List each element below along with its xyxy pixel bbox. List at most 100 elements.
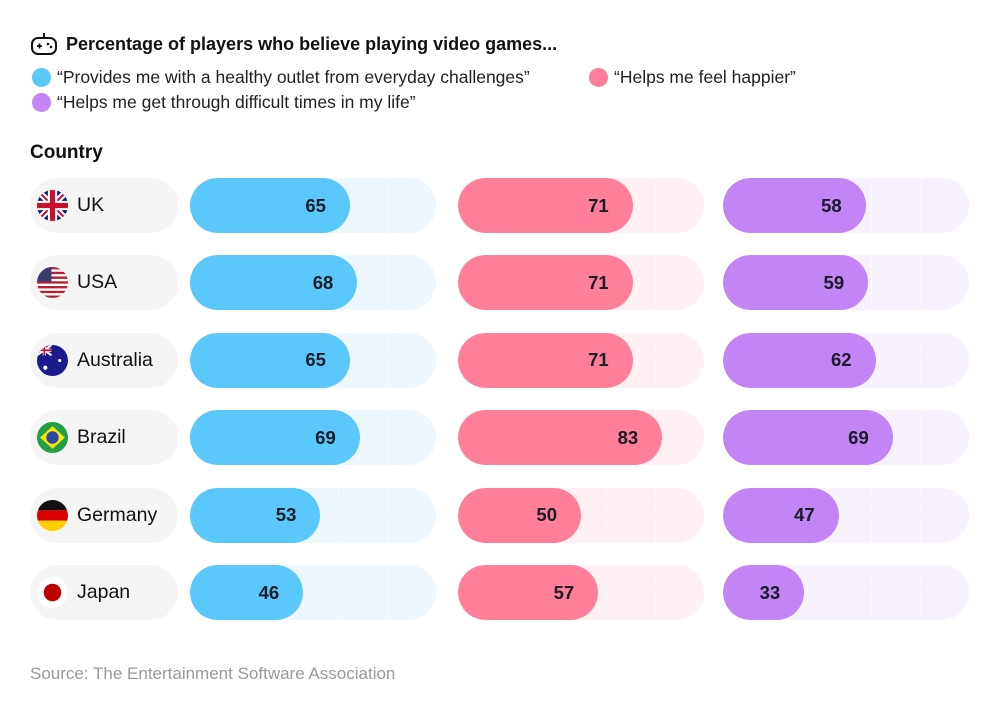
gridline xyxy=(654,255,656,311)
bar-track: 69 xyxy=(723,410,969,466)
chart-title-text: Percentage of players who believe playin… xyxy=(66,33,558,54)
legend-swatch xyxy=(32,68,51,87)
legend-item-difficult-times: “Helps me get through difficult times in… xyxy=(32,92,416,113)
gridline xyxy=(654,332,656,388)
legend-label: “Helps me feel happier” xyxy=(614,67,796,87)
gridline xyxy=(605,487,607,543)
data-label: 62 xyxy=(830,349,852,371)
flag-usa-icon xyxy=(37,267,68,299)
gridline xyxy=(386,487,388,543)
data-label: 59 xyxy=(823,271,845,293)
gamepad-icon xyxy=(31,33,57,55)
bar-track: 71 xyxy=(458,178,704,233)
bar-track: 71 xyxy=(458,332,704,388)
legend-label: “Provides me with a healthy outlet from … xyxy=(57,67,530,87)
gridline xyxy=(654,178,656,233)
gridline xyxy=(919,255,921,311)
data-label: 69 xyxy=(315,426,336,448)
gridline xyxy=(919,410,921,466)
country-name: UK xyxy=(77,194,105,216)
flag-brazil-icon xyxy=(37,422,68,454)
data-label: 71 xyxy=(588,271,609,293)
bar-track: 69 xyxy=(190,410,436,466)
gridline xyxy=(386,255,388,311)
bar-uk-series-3: 58 xyxy=(723,178,866,233)
data-label: 83 xyxy=(617,426,639,448)
bar-germany-series-1: 53 xyxy=(190,487,321,543)
data-label: 65 xyxy=(305,349,326,371)
flag-australia-icon xyxy=(37,344,68,376)
bar-usa-series-3: 59 xyxy=(723,255,869,311)
legend-swatch xyxy=(32,93,51,112)
flag-japan-icon xyxy=(37,577,68,608)
bar-track: 65 xyxy=(190,332,436,388)
gridline xyxy=(337,565,339,620)
legend-item-happier: “Helps me feel happier” xyxy=(589,67,796,88)
bar-track: 33 xyxy=(723,565,969,620)
country-label-brazil: Brazil xyxy=(30,410,178,466)
bar-australia-series-3: 62 xyxy=(723,332,876,388)
country-name: Japan xyxy=(77,581,131,603)
gridline xyxy=(870,487,872,543)
bar-japan-series-3: 33 xyxy=(723,565,805,620)
gridline xyxy=(870,565,872,620)
gridline xyxy=(337,487,339,543)
bar-japan-series-2: 57 xyxy=(458,565,599,620)
data-label: 71 xyxy=(588,194,609,216)
bar-track: 53 xyxy=(190,487,436,543)
source-note: Source: The Entertainment Software Assoc… xyxy=(30,664,396,683)
bar-brazil-series-2: 83 xyxy=(458,410,663,466)
gridline xyxy=(386,178,388,233)
bar-track: 59 xyxy=(723,255,969,311)
gridline xyxy=(821,565,823,620)
data-label: 47 xyxy=(794,504,815,526)
bar-usa-series-2: 71 xyxy=(458,255,633,311)
gridline xyxy=(605,565,607,620)
bar-track: 65 xyxy=(190,178,436,233)
gridline xyxy=(386,410,388,466)
bar-japan-series-1: 46 xyxy=(190,565,304,620)
flag-uk-icon xyxy=(37,190,68,221)
bar-usa-series-1: 68 xyxy=(190,255,358,311)
chart-title: Percentage of players who believe playin… xyxy=(30,31,557,57)
country-label-australia: Australia xyxy=(30,332,178,388)
country-label-germany: Germany xyxy=(30,487,178,543)
country-label-japan: Japan xyxy=(30,565,178,620)
data-label: 69 xyxy=(848,426,869,448)
data-label: 57 xyxy=(553,581,575,603)
bar-germany-series-2: 50 xyxy=(458,487,581,543)
bar-track: 57 xyxy=(458,565,704,620)
country-label-uk: UK xyxy=(30,178,178,233)
bar-australia-series-2: 71 xyxy=(458,332,633,388)
gridline xyxy=(919,487,921,543)
flag-germany-icon xyxy=(37,499,68,531)
country-label-usa: USA xyxy=(30,255,178,311)
country-name: USA xyxy=(77,271,118,294)
gridline xyxy=(654,565,656,620)
bar-germany-series-3: 47 xyxy=(723,487,839,543)
gridline xyxy=(919,332,921,388)
country-header: Country xyxy=(30,142,103,163)
bar-track: 71 xyxy=(458,255,704,311)
gridline xyxy=(870,255,872,311)
data-label: 50 xyxy=(536,504,557,526)
bar-track: 62 xyxy=(723,332,969,388)
data-label: 33 xyxy=(759,581,781,603)
gridline xyxy=(919,565,921,620)
bar-track: 83 xyxy=(458,410,704,466)
gridline xyxy=(870,178,872,233)
data-label: 46 xyxy=(258,581,280,603)
bar-brazil-series-3: 69 xyxy=(723,410,893,466)
gridline xyxy=(654,487,656,543)
data-label: 65 xyxy=(305,194,326,216)
country-name: Australia xyxy=(77,348,153,371)
legend-item-healthy-outlet: “Provides me with a healthy outlet from … xyxy=(32,67,530,88)
bar-track: 46 xyxy=(190,565,436,620)
country-name: Brazil xyxy=(77,426,126,449)
bar-australia-series-1: 65 xyxy=(190,332,350,388)
legend-swatch xyxy=(589,68,608,87)
country-name: Germany xyxy=(77,503,158,526)
bar-uk-series-2: 71 xyxy=(458,178,633,233)
bar-track: 47 xyxy=(723,487,969,543)
